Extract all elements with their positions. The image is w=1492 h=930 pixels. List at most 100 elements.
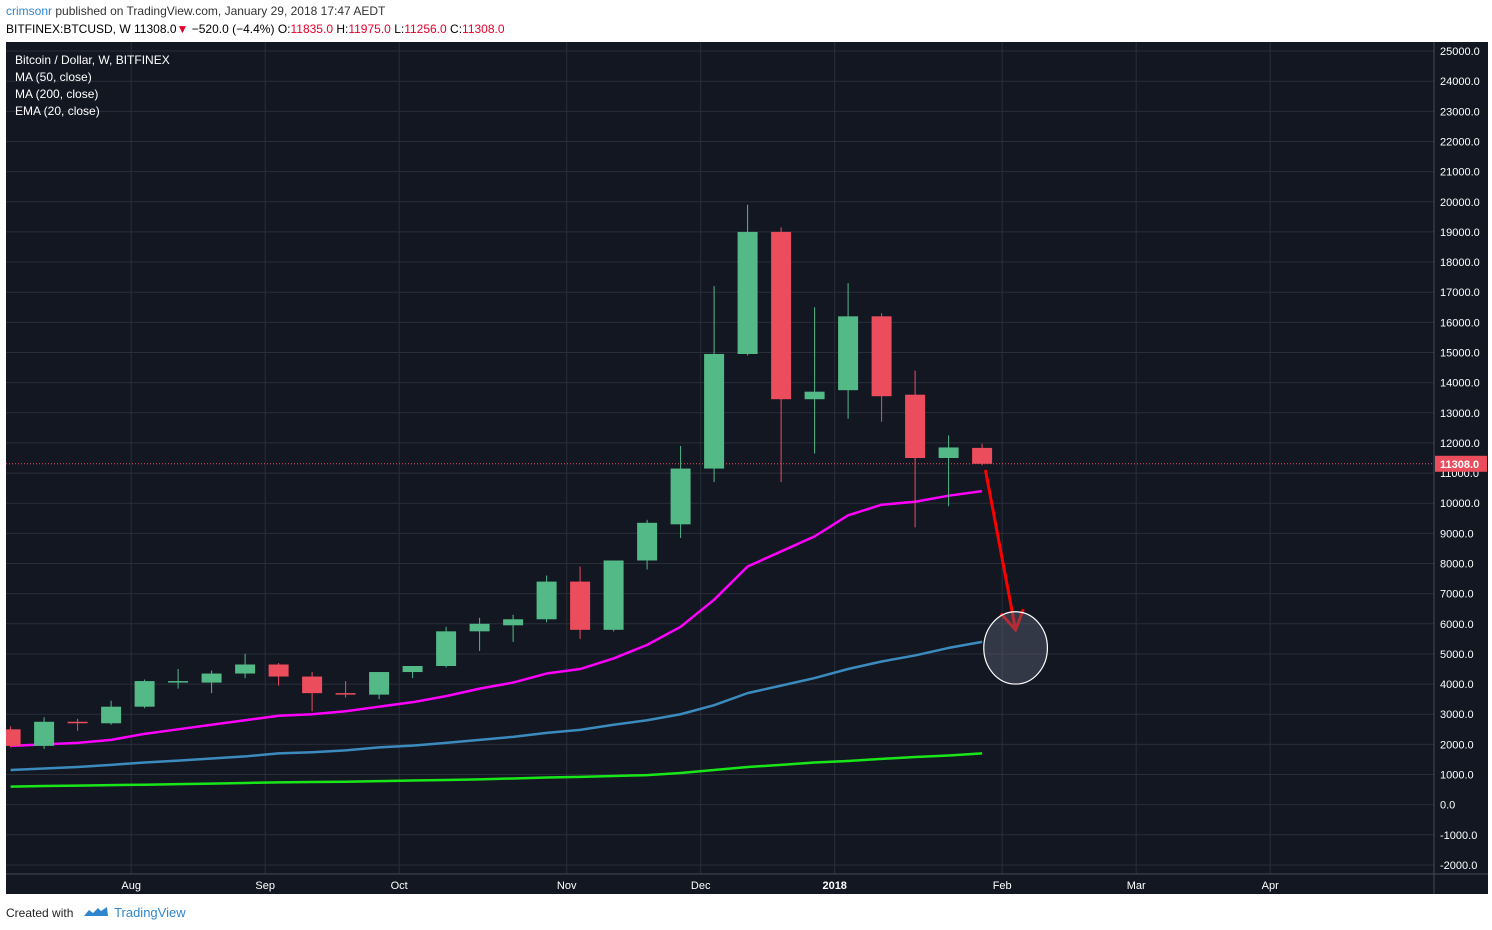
price-tick-label: 13000.0 bbox=[1440, 408, 1480, 420]
candle[interactable] bbox=[871, 313, 892, 422]
candle[interactable] bbox=[34, 717, 55, 749]
arrow-shaft bbox=[983, 469, 1018, 631]
price-tick-label: 1000.0 bbox=[1440, 770, 1474, 782]
down-triangle-icon: ▼ bbox=[176, 22, 189, 36]
price-tick-label: 17000.0 bbox=[1440, 287, 1480, 299]
candle[interactable] bbox=[838, 283, 859, 419]
candle-body[interactable] bbox=[804, 391, 825, 400]
candle-body[interactable] bbox=[938, 447, 959, 458]
candle-body[interactable] bbox=[201, 673, 222, 683]
price-tick-label: 21000.0 bbox=[1440, 167, 1480, 179]
price-tick-label: 18000.0 bbox=[1440, 257, 1480, 269]
candles[interactable] bbox=[0, 204, 993, 749]
candle[interactable] bbox=[972, 443, 993, 466]
symbol-bar: BITFINEX:BTCUSD, W 11308.0 ▼ −520.0 (−4.4… bbox=[6, 22, 505, 36]
time-axis[interactable]: Aug Sep Oct Nov Dec 2018 Feb Mar Apr bbox=[121, 880, 1279, 892]
candle[interactable] bbox=[302, 672, 323, 712]
candle-body[interactable] bbox=[67, 721, 88, 724]
candle-body[interactable] bbox=[168, 681, 189, 683]
tradingview-link[interactable]: TradingView bbox=[114, 905, 186, 920]
candle-body[interactable] bbox=[503, 619, 524, 626]
chart-area[interactable]: -2000.0 -1000.0 0.0 1000.0 2000.0 3000.0 4000.… bbox=[0, 42, 1488, 894]
legend-ma50: MA (50, close) bbox=[15, 70, 92, 84]
candle-body[interactable] bbox=[101, 706, 122, 724]
open-label: O: bbox=[277, 22, 291, 36]
tradingview-logo-icon bbox=[83, 907, 108, 916]
candle[interactable] bbox=[0, 726, 21, 748]
candle[interactable] bbox=[469, 617, 490, 651]
candle[interactable] bbox=[67, 718, 88, 731]
candle[interactable] bbox=[235, 653, 256, 679]
candle-body[interactable] bbox=[268, 664, 289, 677]
price-tick-label: 5000.0 bbox=[1440, 649, 1474, 661]
open-value: 11835.0 bbox=[290, 22, 334, 36]
candle[interactable] bbox=[938, 435, 959, 507]
candle[interactable] bbox=[536, 575, 557, 623]
price-tick-label: 22000.0 bbox=[1440, 136, 1480, 148]
candle-body[interactable] bbox=[603, 560, 624, 630]
high-value: 11975.0 bbox=[348, 22, 391, 36]
candle-body[interactable] bbox=[34, 721, 55, 746]
candle-body[interactable] bbox=[771, 231, 792, 400]
candle[interactable] bbox=[771, 227, 792, 483]
candle[interactable] bbox=[369, 672, 390, 700]
price-chart[interactable]: -2000.0 -1000.0 0.0 1000.0 2000.0 3000.0 4000.… bbox=[0, 42, 1488, 894]
candle[interactable] bbox=[570, 566, 591, 639]
price-tick-label: 15000.0 bbox=[1440, 347, 1480, 359]
candle[interactable] bbox=[603, 560, 624, 632]
candle[interactable] bbox=[737, 204, 758, 356]
candle-body[interactable] bbox=[871, 316, 892, 397]
candle[interactable] bbox=[670, 445, 691, 538]
candle-body[interactable] bbox=[737, 231, 758, 354]
candle[interactable] bbox=[804, 307, 825, 454]
candle-body[interactable] bbox=[972, 447, 993, 464]
price-tick-label: 0.0 bbox=[1440, 800, 1455, 812]
ma200-line bbox=[10, 752, 983, 788]
candle[interactable] bbox=[402, 666, 423, 679]
candle[interactable] bbox=[201, 670, 222, 694]
price-tick-label: 9000.0 bbox=[1440, 528, 1474, 540]
candle-body[interactable] bbox=[469, 623, 490, 632]
annotations bbox=[983, 469, 1049, 685]
candle-body[interactable] bbox=[838, 316, 859, 391]
candle[interactable] bbox=[101, 700, 122, 725]
candle-body[interactable] bbox=[436, 631, 457, 666]
price-tick-label: 3000.0 bbox=[1440, 709, 1474, 721]
candle-body[interactable] bbox=[134, 681, 155, 707]
candle[interactable] bbox=[436, 626, 457, 668]
candle-body[interactable] bbox=[637, 522, 658, 561]
symbol-name: BITFINEX:BTCUSD, W bbox=[6, 22, 131, 36]
candle-body[interactable] bbox=[0, 729, 21, 746]
price-tick-label: 25000.0 bbox=[1440, 46, 1480, 58]
candle[interactable] bbox=[637, 519, 658, 570]
price-change: −520.0 (−4.4%) bbox=[191, 22, 275, 36]
candle-body[interactable] bbox=[402, 666, 423, 673]
candle-body[interactable] bbox=[905, 394, 926, 458]
candle[interactable] bbox=[704, 286, 725, 483]
candle-body[interactable] bbox=[536, 581, 557, 620]
candle-body[interactable] bbox=[570, 581, 591, 630]
candle-body[interactable] bbox=[335, 693, 356, 695]
candle[interactable] bbox=[168, 669, 189, 689]
author-link[interactable]: crimsonr bbox=[6, 4, 53, 18]
price-tick-label: -2000.0 bbox=[1440, 860, 1477, 872]
candle[interactable] bbox=[335, 681, 356, 698]
candle[interactable] bbox=[134, 679, 155, 709]
candle-body[interactable] bbox=[369, 672, 390, 695]
candle[interactable] bbox=[268, 662, 289, 686]
candle-body[interactable] bbox=[302, 676, 323, 694]
arrow-head-icon bbox=[999, 608, 1025, 633]
time-tick-label: Nov bbox=[557, 880, 577, 892]
candle-body[interactable] bbox=[670, 468, 691, 525]
price-axis[interactable]: -2000.0 -1000.0 0.0 1000.0 2000.0 3000.0 4000.… bbox=[1435, 46, 1487, 872]
candle-body[interactable] bbox=[704, 354, 725, 469]
published-text: published on TradingView.com, January 29… bbox=[55, 4, 386, 18]
candle[interactable] bbox=[905, 370, 926, 528]
close-value: 11308.0 bbox=[462, 22, 505, 36]
candle[interactable] bbox=[503, 614, 524, 642]
candle-body[interactable] bbox=[235, 664, 256, 674]
last-price-badge bbox=[1435, 455, 1487, 472]
time-tick-label: Mar bbox=[1127, 880, 1146, 892]
indicator-lines bbox=[10, 489, 983, 788]
legend-title: Bitcoin / Dollar, W, BITFINEX bbox=[15, 53, 170, 67]
